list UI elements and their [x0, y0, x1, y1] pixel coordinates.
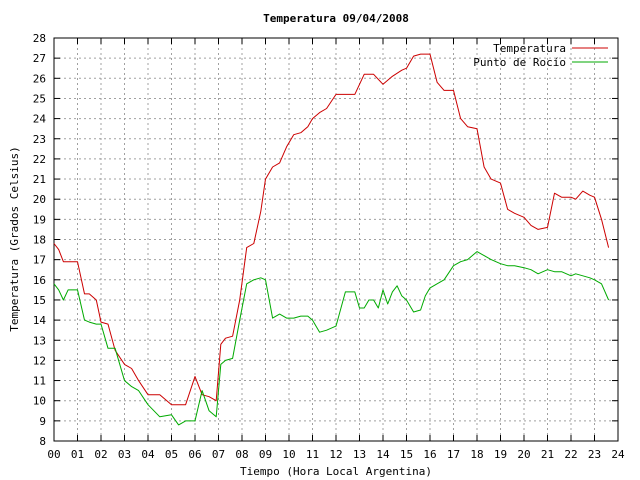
chart-title: Temperatura 09/04/2008: [263, 12, 409, 25]
y-tick-label: 25: [33, 92, 46, 105]
x-tick-labels: 00 01 02 03 04 05 06 07 08 09 10 11 12 13 14 15 16 17 18 19…: [47, 448, 625, 461]
x-tick-label: 22: [564, 448, 577, 461]
y-tick-label: 13: [33, 334, 46, 347]
x-tick-label: 20: [517, 448, 530, 461]
x-tick-label: 13: [353, 448, 366, 461]
y-tick-label: 23: [33, 133, 46, 146]
y-tick-label: 15: [33, 294, 46, 307]
x-tick-label: 21: [541, 448, 554, 461]
chart-series: [53, 53, 610, 426]
x-tick-label: 24: [611, 448, 625, 461]
chart-legend: Temperatura Punto de Rocío: [473, 42, 608, 69]
y-axis-label: Temperatura (Grados Celsius): [8, 146, 21, 331]
x-tick-label: 19: [494, 448, 507, 461]
x-tick-label: 09: [259, 448, 272, 461]
x-tick-label: 18: [470, 448, 483, 461]
x-tick-label: 12: [329, 448, 342, 461]
x-tick-label: 04: [141, 448, 155, 461]
x-tick-label: 10: [282, 448, 295, 461]
x-axis-label: Tiempo (Hora Local Argentina): [240, 465, 432, 478]
x-tick-label: 23: [588, 448, 601, 461]
series-line-punto-de-rocio: [53, 251, 610, 426]
y-tick-label: 26: [33, 72, 46, 85]
y-tick-label: 21: [33, 173, 46, 186]
chart-grid: [54, 38, 618, 441]
y-tick-label: 27: [33, 52, 46, 65]
y-tick-label: 19: [33, 213, 46, 226]
y-tick-label: 14: [33, 314, 47, 327]
y-tick-label: 20: [33, 193, 46, 206]
x-tick-label: 02: [94, 448, 107, 461]
x-tick-label: 05: [165, 448, 178, 461]
legend-label-punto-de-rocio: Punto de Rocío: [473, 56, 566, 69]
y-tick-label: 24: [33, 113, 47, 126]
y-tick-label: 22: [33, 153, 46, 166]
x-tick-label: 07: [212, 448, 225, 461]
x-tick-label: 16: [423, 448, 436, 461]
series-line-temperatura: [53, 53, 610, 406]
y-tick-label: 12: [33, 354, 46, 367]
y-tick-label: 28: [33, 32, 46, 45]
x-tick-label: 00: [47, 448, 60, 461]
x-tick-label: 08: [235, 448, 248, 461]
legend-label-temperatura: Temperatura: [493, 42, 566, 55]
x-tick-label: 14: [376, 448, 390, 461]
y-tick-label: 8: [39, 435, 46, 448]
y-tick-label: 9: [39, 415, 46, 428]
x-tick-label: 06: [188, 448, 201, 461]
x-tick-label: 03: [118, 448, 131, 461]
x-tick-label: 15: [400, 448, 413, 461]
x-tick-label: 17: [447, 448, 460, 461]
axis-ticks: [53, 37, 619, 442]
y-tick-label: 11: [33, 375, 46, 388]
y-tick-label: 10: [33, 395, 46, 408]
y-tick-labels: 8 9 10 11 12 13 14 15 16 17 18 19 20 21 22 23 24 25 26 27 28: [33, 32, 47, 448]
x-tick-label: 11: [306, 448, 319, 461]
y-tick-label: 18: [33, 234, 46, 247]
y-tick-label: 16: [33, 274, 46, 287]
x-tick-label: 01: [71, 448, 84, 461]
y-tick-label: 17: [33, 254, 46, 267]
